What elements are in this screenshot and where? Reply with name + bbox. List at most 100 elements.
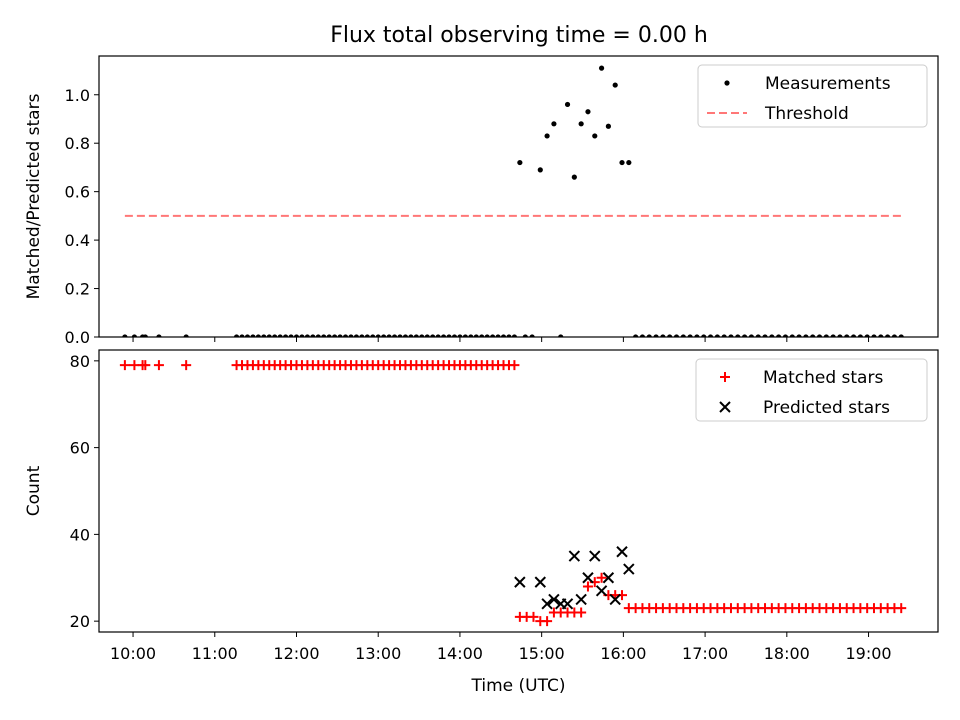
measurement-point	[408, 334, 414, 337]
measurement-point	[348, 334, 354, 337]
measurement-point	[288, 334, 294, 337]
y-tick-label: 80	[70, 352, 90, 371]
matched-star-marker	[119, 360, 130, 371]
y-axis-label: Matched/Predicted stars	[24, 93, 44, 299]
measurement-point	[857, 334, 863, 337]
measurement-point	[451, 334, 458, 337]
measurement-point	[310, 334, 316, 337]
predicted-star-marker	[534, 576, 546, 588]
measurement-point	[462, 334, 468, 337]
measurement-point	[762, 334, 768, 337]
measurement-point	[495, 334, 501, 337]
measurement-point	[578, 121, 584, 127]
predicted-star-marker	[582, 572, 594, 584]
measurement-point	[239, 334, 245, 337]
measurement-point	[490, 334, 496, 337]
measurement-point	[370, 334, 376, 337]
measurement-point	[122, 334, 128, 337]
measurement-point	[293, 334, 300, 337]
legend-label: Matched stars	[763, 368, 883, 388]
measurement-point	[633, 334, 639, 337]
measurement-point	[864, 334, 870, 337]
measurement-point	[605, 123, 611, 129]
measurement-point	[332, 334, 338, 337]
measurement-point	[816, 334, 823, 337]
matched-star-marker	[576, 607, 587, 618]
measurement-point	[386, 334, 392, 337]
x-tick-label: 14:00	[437, 644, 483, 663]
x-tick-label: 12:00	[273, 644, 319, 663]
predicted-star-marker	[589, 550, 601, 562]
measurement-point	[282, 334, 289, 337]
x-tick-label: 11:00	[192, 644, 238, 663]
measurement-point	[315, 334, 321, 337]
measurement-point	[837, 334, 843, 337]
measurement-point	[789, 334, 795, 337]
measurement-point	[511, 334, 518, 337]
measurement-point	[131, 334, 138, 337]
measurement-point	[233, 334, 240, 337]
legend-label: Threshold	[764, 104, 849, 124]
measurement-point	[878, 334, 884, 337]
measurement-point	[529, 334, 535, 337]
measurement-point	[755, 334, 761, 337]
measurement-point	[473, 334, 479, 337]
measurement-point	[796, 334, 802, 337]
predicted-star-marker	[541, 598, 553, 610]
measurement-point	[850, 334, 857, 337]
measurement-point	[424, 334, 430, 337]
measurement-point	[626, 159, 632, 166]
measurement-point	[272, 334, 278, 337]
measurement-point	[397, 334, 403, 337]
measurement-point	[522, 334, 528, 337]
predicted-star-marker	[568, 550, 581, 562]
measurement-point	[156, 334, 162, 337]
y-tick-label: 40	[70, 525, 90, 544]
measurement-point	[891, 334, 898, 337]
measurement-point	[701, 334, 707, 337]
predicted-star-marker	[561, 598, 574, 610]
measurement-point	[871, 334, 877, 337]
legend-box	[695, 358, 928, 422]
measurement-point	[244, 334, 251, 337]
measurement-point	[776, 334, 782, 337]
measurement-point	[381, 334, 387, 337]
measurement-point	[500, 334, 507, 337]
measurement-point	[440, 334, 447, 337]
measurement-point	[537, 167, 543, 173]
x-tick-label: 10:00	[110, 644, 156, 663]
matched-star-marker	[153, 360, 164, 371]
measurement-point	[653, 334, 659, 337]
matched-star-marker	[509, 360, 520, 371]
measurement-point	[446, 334, 452, 337]
matched-star-marker	[140, 360, 151, 371]
legend-dot-icon	[724, 80, 730, 86]
predicted-star-marker	[575, 593, 587, 606]
measurement-point	[468, 334, 474, 337]
measurement-point	[544, 133, 550, 139]
measurement-point	[694, 334, 700, 337]
measurement-point	[551, 121, 557, 127]
measurement-point	[680, 334, 686, 337]
measurement-point	[728, 334, 734, 337]
axes-frame	[98, 55, 939, 338]
measurement-point	[183, 334, 189, 337]
plot-area	[119, 360, 907, 627]
y-tick-label: 0.0	[65, 328, 90, 347]
measurement-point	[898, 334, 904, 337]
measurement-point	[714, 334, 720, 337]
measurement-point	[142, 334, 148, 337]
x-tick-label: 15:00	[519, 644, 565, 663]
matched-star-marker	[582, 581, 593, 592]
measurement-point	[430, 334, 436, 337]
measurement-point	[830, 334, 836, 337]
matched-star-marker	[896, 603, 907, 614]
measurement-point	[304, 334, 310, 337]
predicted-star-marker	[514, 576, 526, 588]
y-axis-label: Count	[24, 465, 44, 516]
measurement-point	[673, 334, 680, 337]
x-tick-label: 18:00	[764, 644, 810, 663]
axes-frame	[98, 349, 939, 633]
y-tick-label: 1.0	[65, 86, 90, 105]
